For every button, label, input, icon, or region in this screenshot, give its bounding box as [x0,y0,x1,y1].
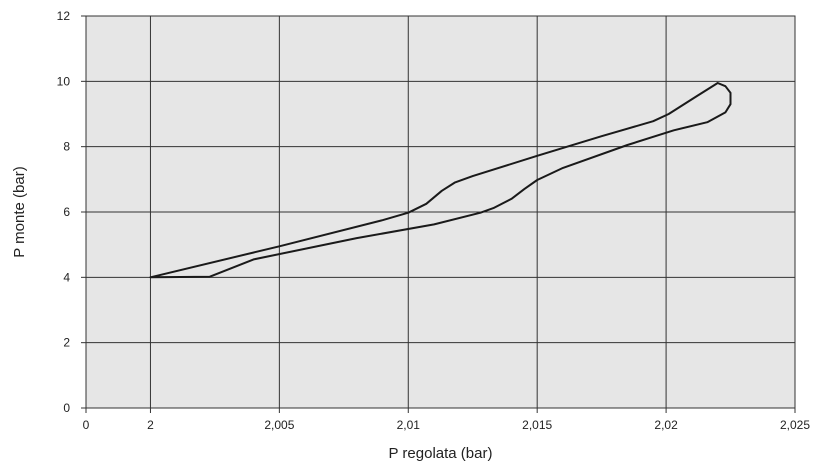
x-tick-label: 0 [83,418,90,432]
y-tick-label: 12 [57,9,71,23]
x-axis-title: P regolata (bar) [389,445,493,462]
y-tick-label: 4 [63,270,70,284]
y-tick-label: 8 [63,140,70,154]
x-tick-label: 2,015 [522,418,552,432]
series-line [149,82,732,279]
x-tick-label: 2 [147,418,154,432]
x-tick-label: 2,01 [397,418,421,432]
y-axis-title: P monte (bar) [11,166,28,257]
y-tick-label: 10 [57,74,71,88]
y-tick-label: 0 [63,401,70,415]
x-tick-label: 2,02 [654,418,678,432]
y-tick-label: 2 [63,336,70,350]
series-layer [149,82,732,279]
x-tick-labels: 0 2 2,005 2,01 2,015 2,02 2,025 [83,408,810,432]
x-tick-label: 2,005 [264,418,294,432]
y-tick-labels: 0 2 4 6 8 10 12 [57,9,86,415]
y-tick-label: 6 [63,205,70,219]
x-tick-label: 2,025 [780,418,810,432]
